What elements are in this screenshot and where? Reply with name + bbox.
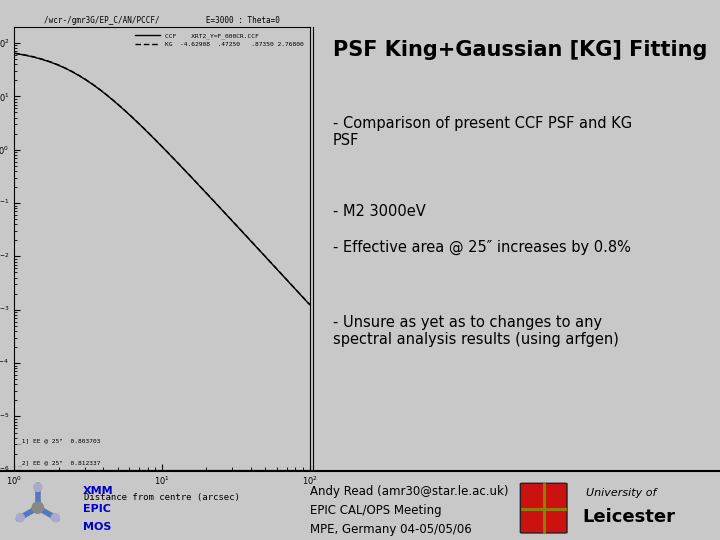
Text: XMM: XMM bbox=[83, 486, 114, 496]
X-axis label: Distance from centre (arcsec): Distance from centre (arcsec) bbox=[84, 492, 240, 502]
Legend: CCF    XRT2_Y=F_000CR.CCF, KG  -4.62908  .47250   .87350 2.76800: CCF XRT2_Y=F_000CR.CCF, KG -4.62908 .472… bbox=[132, 30, 307, 50]
Text: Andy Read (amr30@star.le.ac.uk): Andy Read (amr30@star.le.ac.uk) bbox=[310, 485, 508, 498]
Text: Leicester: Leicester bbox=[582, 509, 675, 526]
FancyBboxPatch shape bbox=[521, 483, 567, 533]
Circle shape bbox=[51, 514, 59, 522]
Title: /wcr-/gmr3G/EP_C/AN/PCCF/          E=3000 : Theta=0: /wcr-/gmr3G/EP_C/AN/PCCF/ E=3000 : Theta… bbox=[44, 16, 280, 25]
Circle shape bbox=[34, 483, 42, 491]
Text: - Effective area @ 25″ increases by 0.8%: - Effective area @ 25″ increases by 0.8% bbox=[333, 240, 631, 255]
Text: University of: University of bbox=[586, 488, 657, 497]
Text: - M2 3000eV: - M2 3000eV bbox=[333, 204, 426, 219]
Circle shape bbox=[32, 502, 43, 513]
Text: _1] EE @ 25"  0.803703: _1] EE @ 25" 0.803703 bbox=[17, 438, 100, 444]
Text: _2] EE @ 25"  0.812337: _2] EE @ 25" 0.812337 bbox=[17, 460, 100, 465]
Text: PSF King+Gaussian [KG] Fitting: PSF King+Gaussian [KG] Fitting bbox=[333, 40, 707, 60]
Text: - Comparison of present CCF PSF and KG
PSF: - Comparison of present CCF PSF and KG P… bbox=[333, 116, 632, 148]
Circle shape bbox=[17, 514, 24, 522]
Text: - Unsure as yet as to changes to any
spectral analysis results (using arfgen): - Unsure as yet as to changes to any spe… bbox=[333, 315, 618, 347]
Text: MOS: MOS bbox=[83, 522, 111, 532]
Text: EPIC CAL/OPS Meeting: EPIC CAL/OPS Meeting bbox=[310, 504, 441, 517]
Text: MPE, Germany 04-05/05/06: MPE, Germany 04-05/05/06 bbox=[310, 523, 472, 536]
Text: EPIC: EPIC bbox=[83, 504, 111, 514]
